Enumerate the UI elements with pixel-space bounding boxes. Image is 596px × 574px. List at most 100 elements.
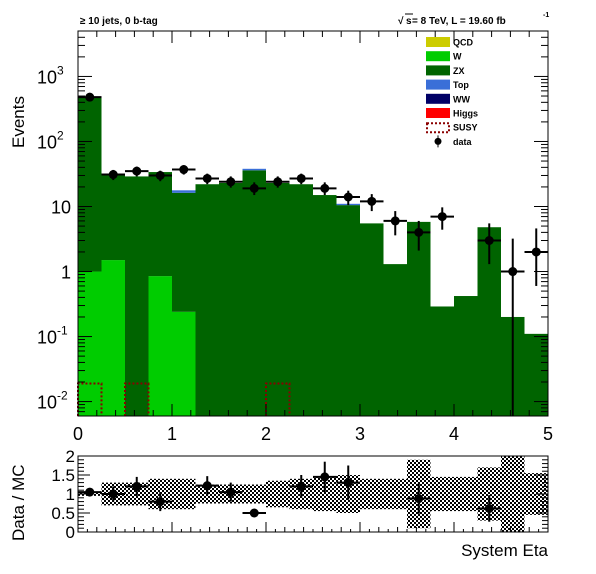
bar-zx-13	[383, 264, 407, 416]
legend-item-susy: SUSY	[426, 122, 478, 134]
bar-zx-14	[407, 221, 431, 416]
data-point-13	[383, 211, 407, 236]
ratio-point-8	[313, 461, 337, 493]
svg-text:Higgs: Higgs	[453, 109, 478, 119]
uncertainty-bin-8	[266, 480, 290, 508]
svg-text:WW: WW	[453, 94, 470, 104]
data-point-6	[219, 176, 243, 188]
legend-item-qcd: QCD	[426, 37, 474, 48]
ratio-point-1	[101, 486, 125, 502]
ratio-point-5	[219, 482, 243, 502]
svg-text:Top: Top	[453, 80, 469, 90]
data-point-15	[430, 207, 454, 230]
data-point-2	[125, 166, 149, 177]
uncertainty-bin-13	[383, 478, 407, 510]
uncertainty-bin-10	[313, 476, 337, 512]
bar-top-7	[242, 168, 266, 171]
x-tick-label-0: 0	[73, 424, 83, 444]
svg-text:10: 10	[51, 197, 71, 217]
ratio-point-7	[289, 475, 313, 498]
bar-zx-11	[336, 205, 360, 416]
legend-item-w: W	[426, 51, 462, 62]
bar-zx-9	[289, 184, 313, 416]
bar-zx-3	[148, 172, 172, 277]
x-tick-label-5: 5	[543, 424, 553, 444]
energy-lumi-label: √ s = 8 TeV, L = 19.60 fb -1	[398, 12, 549, 27]
data-points	[78, 92, 548, 416]
ratio-y-tick-label-0: 0	[66, 523, 75, 542]
ratio-y-tick-label-2: 1	[66, 485, 75, 504]
bar-w-0	[78, 271, 102, 416]
y-tick-label-2: 1	[61, 263, 71, 283]
uncertainty-bin-12	[360, 478, 384, 510]
uncertainty-bin-15	[430, 476, 454, 512]
svg-text:10: 10	[37, 328, 57, 348]
ratio-y-tick-label-1: 0.5	[51, 504, 75, 523]
svg-text:2: 2	[57, 128, 64, 142]
bar-zx-12	[360, 223, 384, 416]
data-point-16	[477, 223, 501, 265]
bar-zx-1	[101, 174, 125, 261]
ratio-point-11	[477, 495, 501, 522]
bar-zx-4	[172, 192, 196, 312]
data-point-5	[195, 173, 219, 185]
uncertainty-bin-16	[454, 476, 478, 512]
bar-zx-15	[430, 306, 454, 416]
x-tick-label-1: 1	[167, 424, 177, 444]
lumi-exponent: -1	[543, 12, 549, 19]
x-tick-label-3: 3	[355, 424, 365, 444]
bar-w-4	[172, 311, 196, 416]
susy-bin-2	[124, 382, 150, 416]
legend-item-top: Top	[426, 79, 469, 90]
bar-zx-16	[454, 296, 478, 416]
ratio-point-4	[195, 476, 219, 496]
y-tick-label-1: 10 -1	[37, 324, 68, 348]
x-tick-label-4: 4	[449, 424, 459, 444]
uncertainty-bin-17	[477, 467, 501, 521]
ratio-point-6	[242, 508, 266, 518]
legend-item-ww: WW	[426, 93, 470, 104]
svg-text:-2: -2	[57, 389, 68, 403]
svg-text:QCD: QCD	[453, 38, 474, 48]
uncertainty-bin-7	[242, 484, 266, 504]
svg-text:ZX: ZX	[453, 66, 465, 76]
selection-label: ≥ 10 jets, 0 b-tag	[80, 16, 158, 27]
uncertainty-bin-18	[501, 456, 525, 532]
data-point-14	[407, 220, 431, 251]
ratio-y-tick-label-3: 1.5	[51, 466, 75, 485]
data-point-7	[242, 182, 266, 196]
data-point-10	[313, 182, 337, 196]
bar-zx-17	[477, 227, 501, 416]
svg-text:3: 3	[57, 63, 64, 77]
bar-zx-8	[266, 182, 290, 416]
y-tick-label-3: 10	[51, 197, 71, 217]
bar-zx-0	[78, 97, 102, 272]
legend-item-higgs: Higgs	[426, 108, 478, 119]
svg-text:-1: -1	[57, 324, 68, 338]
ratio-point-3	[148, 492, 172, 512]
y-tick-label-0: 10 -2	[37, 389, 68, 413]
data-point-8	[266, 176, 290, 188]
data-point-11	[336, 190, 360, 206]
svg-text:10: 10	[37, 132, 57, 152]
data-point-9	[289, 173, 313, 185]
main-y-axis-label: Events	[9, 96, 28, 148]
ratio-y-axis-label: Data / MC	[9, 464, 28, 541]
y-tick-label-5: 10 3	[37, 63, 64, 87]
ratio-point-9	[336, 465, 360, 500]
energy-prefix: s	[406, 16, 412, 27]
data-point-12	[360, 194, 384, 212]
svg-text:W: W	[453, 52, 462, 62]
bar-zx-10	[313, 195, 337, 416]
data-point-17	[501, 238, 525, 416]
bar-zx-7	[242, 170, 266, 416]
bar-zx-19	[524, 333, 548, 416]
bar-zx-5	[195, 184, 219, 416]
stacked-histogram	[78, 97, 548, 416]
bar-w-1	[101, 260, 125, 416]
svg-text:10: 10	[37, 393, 57, 413]
x-tick-label-2: 2	[261, 424, 271, 444]
data-point-3	[148, 170, 172, 182]
energy-lumi-text: = 8 TeV, L = 19.60 fb	[412, 16, 506, 27]
